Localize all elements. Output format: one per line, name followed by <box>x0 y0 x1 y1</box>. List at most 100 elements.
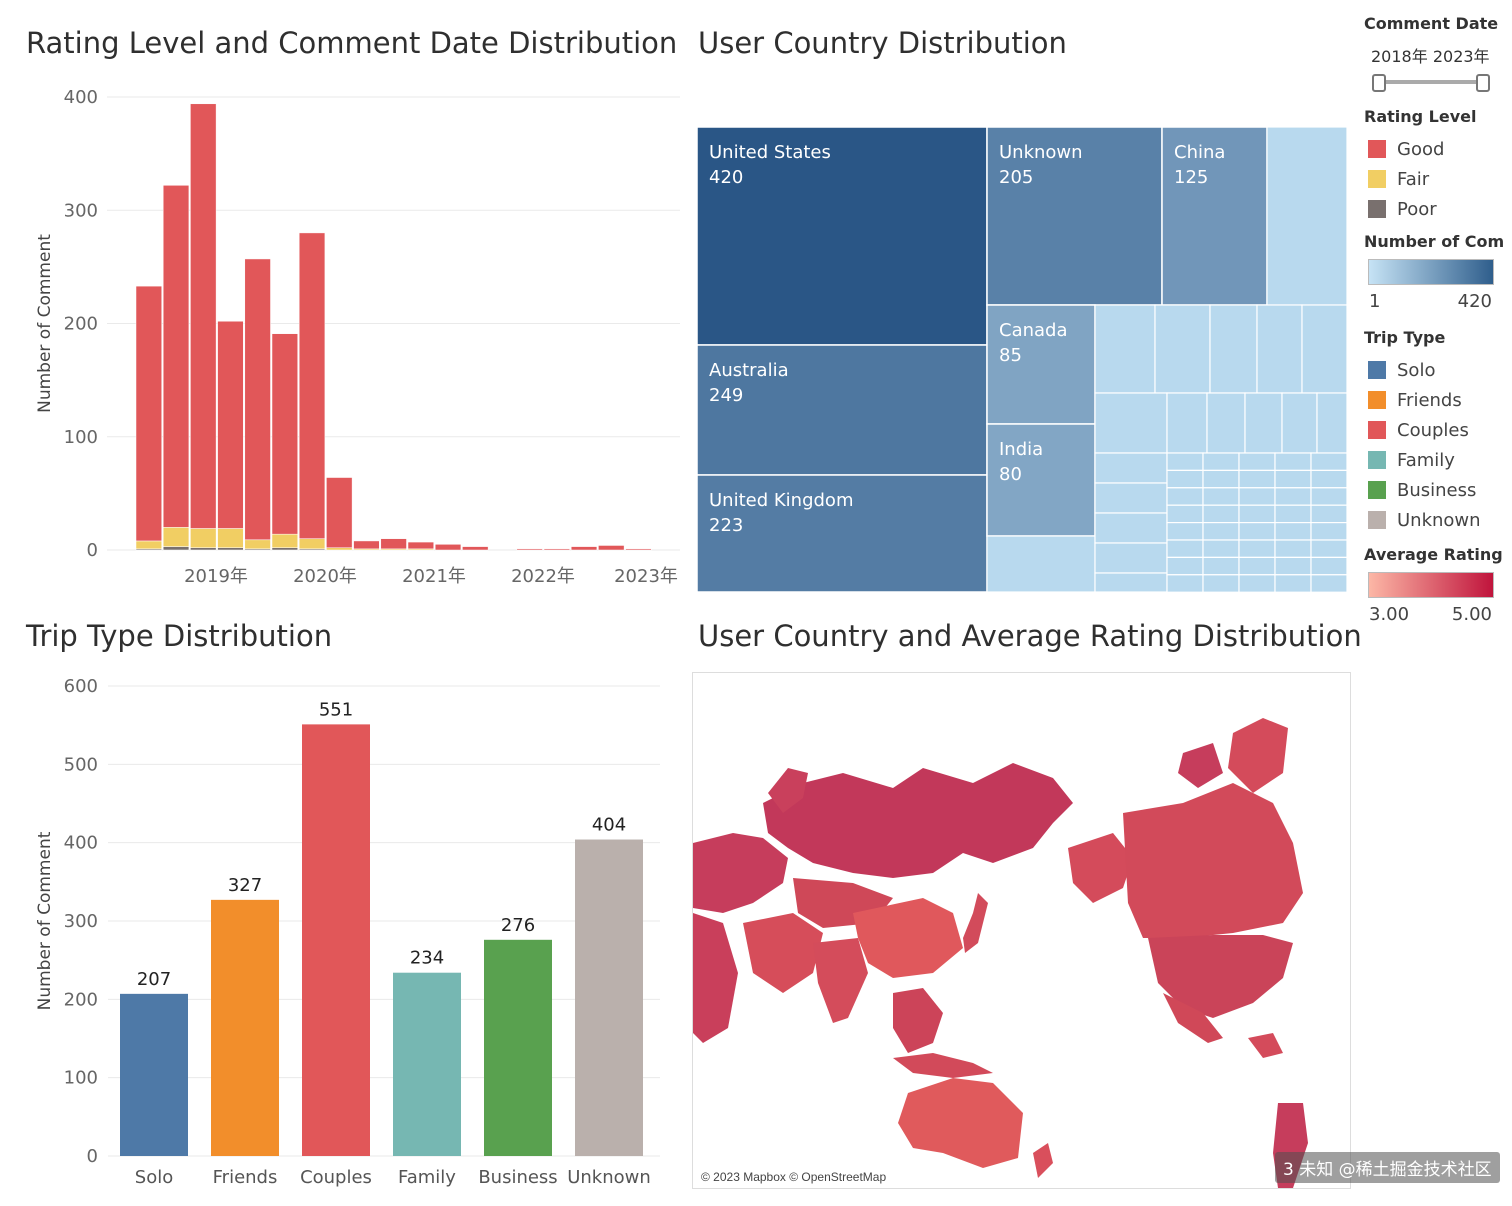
treemap-cell-small <box>1094 512 1168 544</box>
trip-legend-swatch <box>1368 421 1386 439</box>
map-region-japan <box>963 893 988 953</box>
map-region-mexico <box>1163 993 1223 1043</box>
trip-type-legend-title: Trip Type <box>1364 328 1446 347</box>
trip-type-bar-chart: 0 100 200 300 400 500 600 Number of Comment 207 S… <box>35 676 660 1188</box>
treemap-cell-small <box>1166 556 1204 576</box>
treemap-cell-name: United States <box>709 142 831 163</box>
rating-level-legend: Good Fair Poor <box>1364 134 1504 224</box>
hist-bar-segment-good <box>271 333 298 535</box>
comment-date-slider[interactable] <box>1372 73 1490 92</box>
map-title: User Country and Average Rating Distribu… <box>698 619 1362 653</box>
map-region-australia <box>898 1078 1023 1168</box>
trip-bar-value-label: 234 <box>410 948 444 969</box>
treemap-cell-value: 223 <box>709 515 743 536</box>
map-region-alaska <box>1068 833 1133 903</box>
treemap-cell-small <box>1202 574 1240 592</box>
treemap-cell-small <box>1238 452 1276 471</box>
treemap-cell-unknown <box>986 127 1163 306</box>
hist-bar-segment-good <box>135 285 162 542</box>
hist-bar-segment-good <box>543 548 570 551</box>
hist-bar-segment-good <box>380 538 407 550</box>
map-region-russia <box>763 763 1073 878</box>
trip-type-legend: Solo Friends Couples Family Business Unknown <box>1364 355 1504 535</box>
country-rating-map[interactable]: © 2023 Mapbox © OpenStreetMap <box>692 672 1351 1189</box>
hist-y-tick-label: 400 <box>64 87 98 108</box>
treemap-cell-small <box>1202 522 1240 541</box>
rating-legend-swatch <box>1368 140 1386 158</box>
rating-legend-swatch <box>1368 170 1386 188</box>
treemap-cell-small <box>1238 469 1276 489</box>
hist-bar-segment-good <box>190 103 217 529</box>
trip-legend-swatch <box>1368 481 1386 499</box>
hist-bar-segment-fair <box>298 538 326 550</box>
hist-bar-segment-good <box>326 477 353 548</box>
treemap-cell-small <box>1094 542 1168 574</box>
slider-start-handle[interactable] <box>1372 74 1386 92</box>
treemap-cell-small <box>986 535 1096 592</box>
hist-bar-segment-good <box>625 548 652 551</box>
map-region-india <box>813 938 868 1023</box>
trip-legend-label: Family <box>1397 449 1455 471</box>
trip-legend-item-family[interactable]: Family <box>1364 445 1504 475</box>
hist-bar-segment-good <box>462 546 489 551</box>
hist-bar-segment-poor <box>190 547 217 551</box>
treemap-cell-united-states <box>697 127 988 346</box>
hist-bar-segment-poor <box>271 547 298 551</box>
treemap-cell-small <box>1202 539 1240 558</box>
rating-date-chart-title: Rating Level and Comment Date Distributi… <box>26 26 678 60</box>
map-region-iberia-africa <box>693 913 738 1043</box>
trip-legend-item-friends[interactable]: Friends <box>1364 385 1504 415</box>
treemap-cell-small <box>1238 522 1276 541</box>
treemap-cell-small <box>1166 392 1208 454</box>
rating-legend-item-good[interactable]: Good <box>1364 134 1504 164</box>
map-region-europe <box>693 833 788 913</box>
treemap-cell-small <box>1154 304 1211 394</box>
trip-bar-family <box>393 972 461 1156</box>
trip-y-tick-label: 0 <box>87 1146 98 1167</box>
treemap-cell-small <box>1166 522 1204 541</box>
slider-end-handle[interactable] <box>1476 74 1490 92</box>
trip-y-tick-label: 200 <box>64 989 98 1010</box>
hist-y-tick-label: 100 <box>64 427 98 448</box>
trip-legend-swatch <box>1368 391 1386 409</box>
hist-bar-segment-good <box>434 544 462 551</box>
hist-bar-segment-good <box>516 548 543 551</box>
trip-bar-value-label: 276 <box>501 915 535 936</box>
comment-date-range: 2018年 2023年 <box>1371 43 1504 67</box>
treemap-cell-small <box>1166 574 1204 592</box>
treemap-cell-small <box>1094 452 1168 484</box>
trip-y-tick-label: 100 <box>64 1068 98 1089</box>
hist-bar-segment-fair <box>271 533 298 548</box>
hist-y-axis-label: Number of Comment <box>35 234 55 413</box>
map-region-se-asia <box>893 988 943 1053</box>
rating-legend-item-poor[interactable]: Poor <box>1364 194 1504 224</box>
rating-legend-item-fair[interactable]: Fair <box>1364 164 1504 194</box>
trip-legend-item-business[interactable]: Business <box>1364 475 1504 505</box>
trip-legend-item-unknown[interactable]: Unknown <box>1364 505 1504 535</box>
hist-bar-segment-good <box>353 540 380 550</box>
hist-bar-segment-good <box>298 232 326 539</box>
hist-y-tick-label: 300 <box>64 200 98 221</box>
trip-bar-value-label: 327 <box>228 875 262 896</box>
trip-bar-business <box>484 939 552 1156</box>
treemap-cell-value: 85 <box>999 345 1022 366</box>
treemap-cell-small <box>1266 127 1347 306</box>
hist-bar-segment-good <box>598 545 625 551</box>
map-region-canada <box>1123 783 1303 938</box>
treemap-cell-small <box>1166 469 1204 489</box>
treemap-cell-small <box>1274 574 1312 592</box>
trip-legend-item-couples[interactable]: Couples <box>1364 415 1504 445</box>
hist-bar-segment-good <box>162 185 190 528</box>
treemap-cell-small <box>1209 304 1258 394</box>
trip-legend-item-solo[interactable]: Solo <box>1364 355 1504 385</box>
trip-type-chart-title: Trip Type Distribution <box>26 619 333 653</box>
treemap-cell-small <box>1310 556 1347 576</box>
trip-legend-label: Business <box>1397 479 1477 501</box>
treemap-cell-small <box>1238 487 1276 506</box>
treemap-cell-small <box>1310 574 1347 592</box>
slider-track[interactable] <box>1378 80 1484 84</box>
watermark: 3 未知 @稀土掘金技术社区 <box>1275 1152 1500 1183</box>
treemap-cell-small <box>1274 539 1312 558</box>
trip-y-tick-label: 600 <box>64 676 98 697</box>
trip-legend-label: Unknown <box>1397 509 1481 531</box>
